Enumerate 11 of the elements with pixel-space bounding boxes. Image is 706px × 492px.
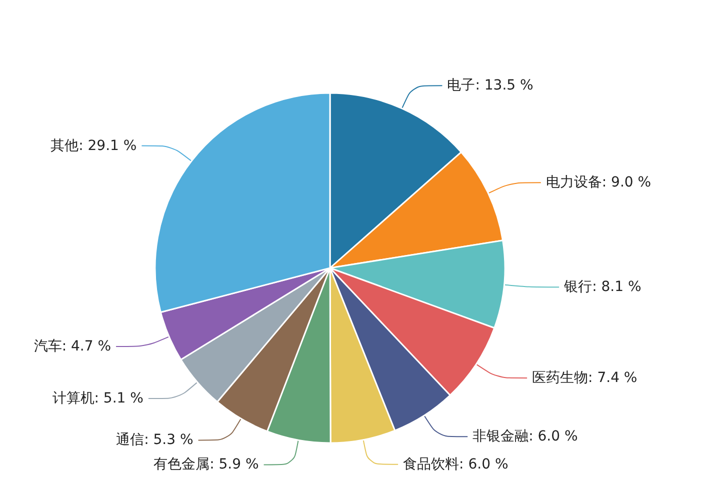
slice-label: 电子: 13.5 % <box>447 78 534 94</box>
slice-label: 银行: 8.1 % <box>563 279 642 296</box>
slice-label: 有色金属: 5.9 % <box>154 456 259 473</box>
slice-label: 通信: 5.3 % <box>116 432 194 448</box>
slice-label: 食品饮料: 6.0 % <box>403 456 508 472</box>
slice-label: 其他: 29.1 % <box>50 138 137 154</box>
slice-label: 医药生物: 7.4 % <box>532 370 638 386</box>
slice-label: 汽车: 4.7 % <box>34 338 112 354</box>
slice-label: 电力设备: 9.0 % <box>546 174 652 191</box>
slice-label: 非银金融: 6.0 % <box>472 428 578 445</box>
slice-label: 计算机: 5.1 % <box>52 390 144 406</box>
